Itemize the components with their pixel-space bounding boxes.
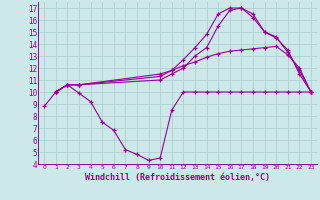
X-axis label: Windchill (Refroidissement éolien,°C): Windchill (Refroidissement éolien,°C) <box>85 173 270 182</box>
